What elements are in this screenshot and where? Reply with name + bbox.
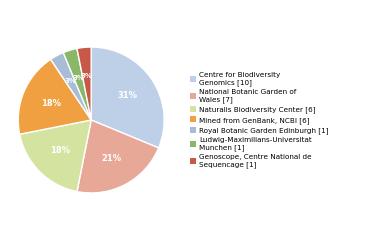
Text: 3%: 3% [73, 75, 84, 81]
Wedge shape [91, 47, 164, 148]
Wedge shape [63, 48, 91, 120]
Text: 3%: 3% [65, 78, 76, 84]
Wedge shape [77, 47, 91, 120]
Wedge shape [77, 120, 158, 193]
Text: 31%: 31% [117, 91, 138, 100]
Text: 3%: 3% [81, 73, 93, 79]
Wedge shape [18, 59, 91, 134]
Wedge shape [20, 120, 91, 192]
Text: 18%: 18% [50, 146, 70, 156]
Legend: Centre for Biodiversity
Genomics [10], National Botanic Garden of
Wales [7], Nat: Centre for Biodiversity Genomics [10], N… [190, 72, 329, 168]
Wedge shape [51, 53, 91, 120]
Text: 21%: 21% [102, 154, 122, 163]
Text: 18%: 18% [41, 99, 61, 108]
